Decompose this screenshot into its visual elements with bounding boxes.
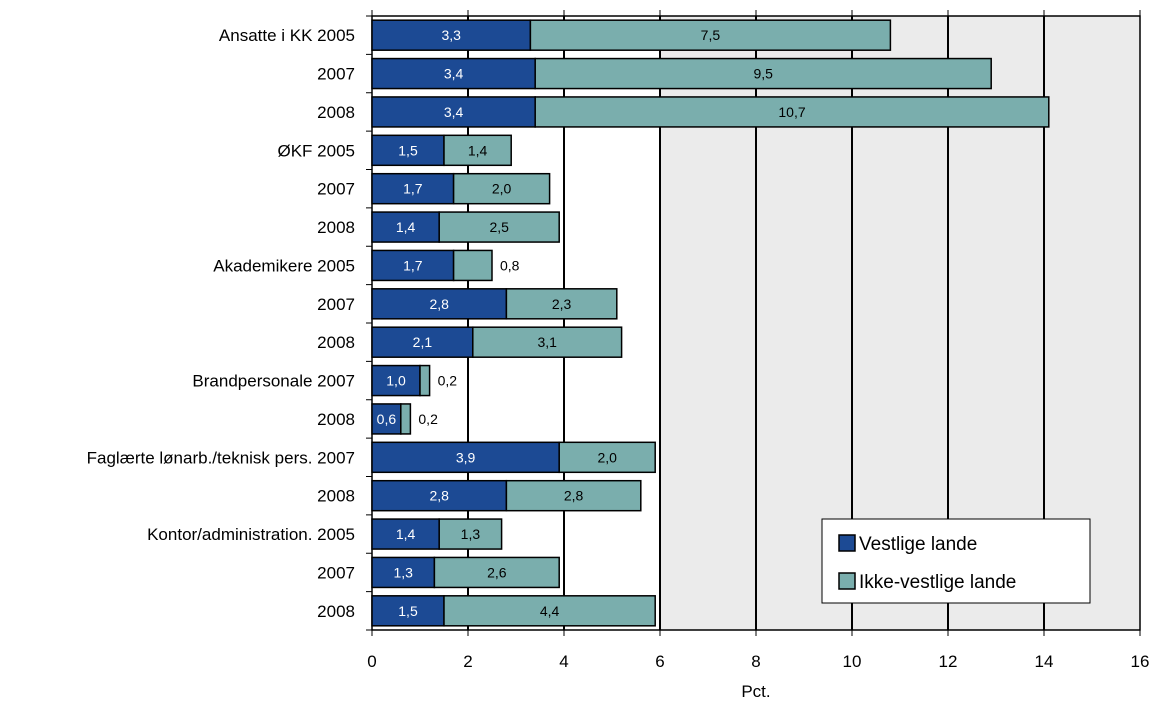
category-label: 2008: [317, 333, 355, 352]
value-label-ikke-vestlige: 2,6: [487, 564, 507, 580]
x-tick-label: 6: [655, 652, 664, 671]
bar-ikke-vestlige: [443, 595, 656, 627]
value-label-vestlige: 1,0: [386, 373, 406, 389]
legend-label: Ikke-vestlige lande: [859, 572, 1016, 593]
value-label-vestlige: 2,8: [429, 488, 449, 504]
bar-vestlige: [371, 134, 445, 167]
bar-ikke-vestlige: [438, 211, 560, 243]
value-label-vestlige: 1,7: [403, 257, 423, 273]
bar-vestlige: [371, 57, 536, 90]
value-label-ikke-vestlige: 2,0: [492, 181, 512, 197]
bar-vestlige: [371, 595, 445, 627]
bar-ikke-vestlige: [558, 441, 656, 474]
legend-label: Vestlige lande: [859, 534, 977, 555]
value-label-vestlige: 2,8: [429, 296, 449, 312]
bar-vestlige: [371, 441, 560, 474]
bar-ikke-vestlige: [438, 518, 503, 550]
bar-ikke-vestlige: [443, 134, 512, 167]
legend-swatch: [838, 572, 856, 590]
value-label-ikke-vestlige: 3,1: [537, 334, 557, 350]
value-label-vestlige: 3,9: [456, 449, 476, 465]
legend: Vestlige lande Ikke-vestlige lande: [821, 518, 1091, 604]
x-tick-label: 16: [1131, 652, 1150, 671]
value-label-vestlige: 2,1: [413, 334, 433, 350]
bar-ikke-vestlige: [433, 556, 560, 589]
bar-ikke-vestlige: [472, 326, 623, 358]
bar-ikke-vestlige: [419, 364, 431, 397]
x-tick-label: 0: [367, 652, 376, 671]
value-label-ikke-vestlige: 1,3: [461, 526, 481, 542]
x-tick-label: 4: [559, 652, 568, 671]
value-label-ikke-vestlige: 0,2: [418, 411, 438, 427]
value-label-vestlige: 0,6: [377, 411, 397, 427]
category-label: Brandpersonale 2007: [192, 372, 355, 391]
value-label-vestlige: 3,4: [444, 104, 464, 120]
bar-vestlige: [371, 172, 455, 205]
x-tick-label: 12: [939, 652, 958, 671]
value-label-ikke-vestlige: 10,7: [778, 104, 805, 120]
value-label-vestlige: 3,3: [441, 27, 461, 43]
bar-vestlige: [371, 403, 402, 435]
category-label: 2008: [317, 218, 355, 237]
tick-labels: 0 2 4 6 8 10 12 14 16: [367, 652, 1149, 671]
bar-vestlige: [371, 211, 440, 243]
category-labels: Ansatte i KK 2005 2007 2008 ØKF 2005 2007 200…: [87, 26, 355, 621]
category-label: 2007: [317, 295, 355, 314]
x-tick-label: 2: [463, 652, 472, 671]
value-label-ikke-vestlige: 4,4: [540, 603, 560, 619]
value-label-ikke-vestlige: 2,3: [552, 296, 572, 312]
value-label-ikke-vestlige: 0,2: [438, 373, 458, 389]
value-label-vestlige: 3,4: [444, 66, 464, 82]
value-label-vestlige: 1,7: [403, 181, 423, 197]
bar-vestlige: [371, 288, 508, 320]
bar-ikke-vestlige: [452, 172, 551, 205]
category-label: 2008: [317, 410, 355, 429]
bar-ikke-vestlige: [505, 479, 642, 512]
bar-ikke-vestlige: [534, 57, 992, 90]
bar-ikke-vestlige: [534, 96, 1050, 128]
bar-ikke-vestlige: [529, 19, 892, 51]
category-label: Ansatte i KK 2005: [219, 26, 355, 45]
value-label-ikke-vestlige: 2,5: [489, 219, 509, 235]
category-label: Kontor/administration. 2005: [147, 525, 355, 544]
category-label: ØKF 2005: [278, 141, 356, 160]
x-tick-label: 10: [843, 652, 862, 671]
category-label: Faglærte lønarb./teknisk pers. 2007: [87, 448, 355, 467]
category-label: 2007: [317, 563, 355, 582]
value-label-ikke-vestlige: 7,5: [701, 27, 721, 43]
x-axis-label: Pct.: [741, 682, 770, 701]
bar-vestlige: [371, 479, 508, 512]
value-label-vestlige: 1,4: [396, 219, 416, 235]
bar-vestlige: [371, 364, 421, 397]
x-tick-label: 14: [1035, 652, 1054, 671]
value-label-ikke-vestlige: 0,8: [500, 257, 520, 273]
legend-swatch: [838, 534, 856, 552]
bar-vestlige: [371, 19, 532, 51]
value-label-vestlige: 1,5: [398, 603, 418, 619]
legend-box: [821, 518, 1091, 604]
axes: [366, 10, 1141, 636]
value-label-ikke-vestlige: 1,4: [468, 142, 488, 158]
value-label-ikke-vestlige: 2,8: [564, 488, 584, 504]
x-tick-label: 8: [751, 652, 760, 671]
bar-ikke-vestlige: [505, 288, 618, 320]
bar-ikke-vestlige: [452, 249, 493, 282]
value-label-vestlige: 1,4: [396, 526, 416, 542]
category-label: 2008: [317, 487, 355, 506]
bar-ikke-vestlige: [400, 403, 412, 435]
category-label: 2008: [317, 103, 355, 122]
value-label-vestlige: 1,3: [393, 564, 413, 580]
category-label: 2007: [317, 65, 355, 84]
category-label: Akademikere 2005: [213, 256, 355, 275]
bar-vestlige: [371, 249, 455, 282]
category-label: 2007: [317, 180, 355, 199]
category-label: 2008: [317, 602, 355, 621]
value-label-vestlige: 1,5: [398, 142, 418, 158]
value-label-ikke-vestlige: 9,5: [753, 66, 773, 82]
bars: 3,3 7,5 3,4 9,5 3,4 10,7 1,5 1,4 1,7 2,0 1,4 2,5 1,7…: [371, 19, 1050, 627]
value-label-ikke-vestlige: 2,0: [597, 449, 617, 465]
